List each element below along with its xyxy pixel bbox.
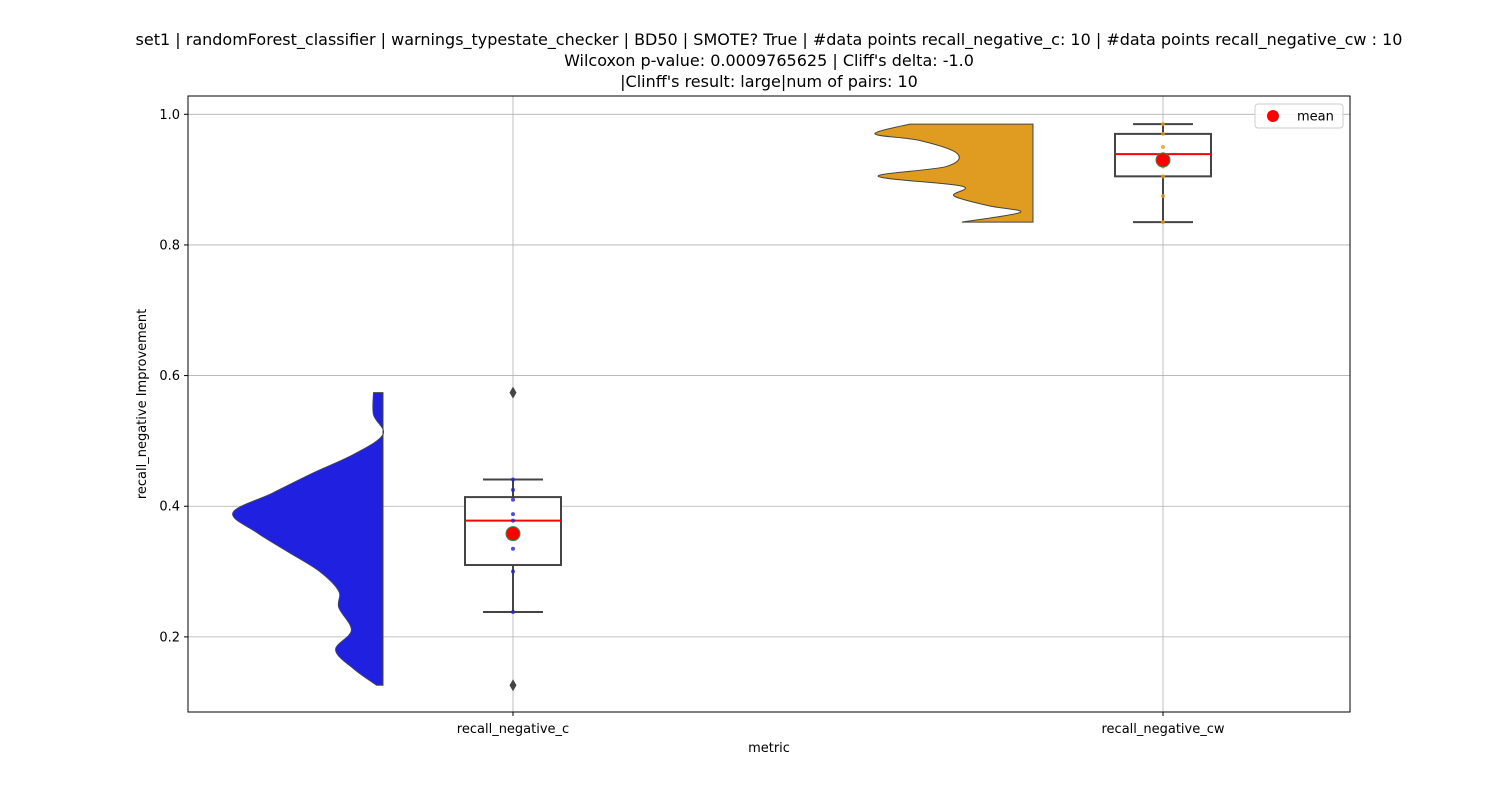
plot-frame xyxy=(187,95,1351,713)
y-tick-label: 0.8 xyxy=(159,238,180,253)
data-point xyxy=(511,518,515,523)
data-point xyxy=(1161,174,1165,179)
x-tick-label: recall_negative_c xyxy=(457,722,569,737)
data-point xyxy=(511,497,515,502)
legend-box xyxy=(1254,103,1344,129)
mean-marker xyxy=(1155,152,1171,168)
legend-mean-label: mean xyxy=(1297,110,1334,125)
data-point xyxy=(511,610,515,615)
axis-ticks: 0.2 0.4 0.6 0.8 1.0 recall_negative_c recall_n… xyxy=(159,108,1225,737)
legend: mean xyxy=(1254,103,1344,129)
data-point xyxy=(511,546,515,551)
data-point xyxy=(1161,193,1165,198)
y-tick-label: 1.0 xyxy=(159,108,180,123)
data-point xyxy=(1161,220,1165,225)
title-line-1: set1 | randomForest_classifier | warning… xyxy=(135,30,1403,49)
legend-mean-marker xyxy=(1267,110,1279,122)
data-point xyxy=(511,487,515,492)
title-line-2: Wilcoxon p-value: 0.0009765625 | Cliff's… xyxy=(564,51,974,70)
outlier-marker xyxy=(509,679,517,692)
y-tick-label: 0.4 xyxy=(159,500,180,515)
data-point xyxy=(511,569,515,574)
data-point xyxy=(511,512,515,517)
data-point xyxy=(1161,131,1165,136)
title-line-3: |Clinff's result: large|num of pairs: 10 xyxy=(620,72,918,91)
violin-recall_negative_cw xyxy=(874,123,1034,223)
mean-marker xyxy=(505,526,521,542)
data-point xyxy=(1161,122,1165,127)
y-tick-label: 0.2 xyxy=(159,630,180,645)
x-tick-label: recall_negative_cw xyxy=(1101,722,1224,737)
data-point xyxy=(511,477,515,482)
boxplots xyxy=(464,122,1212,692)
chart-title: set1 | randomForest_classifier | warning… xyxy=(0,29,1500,92)
y-axis-label: recall_negative Improvement xyxy=(135,309,150,499)
violins xyxy=(232,123,1034,686)
violin-recall_negative_c xyxy=(232,392,385,686)
x-axis-label: metric xyxy=(748,741,790,756)
outlier-marker xyxy=(509,386,517,399)
y-tick-label: 0.6 xyxy=(159,369,180,384)
data-point xyxy=(1161,144,1165,149)
